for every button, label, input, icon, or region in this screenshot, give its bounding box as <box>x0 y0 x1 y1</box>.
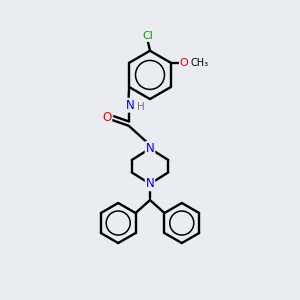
Text: N: N <box>146 177 154 190</box>
Text: N: N <box>146 142 154 155</box>
Text: CH₃: CH₃ <box>190 58 208 68</box>
Text: H: H <box>137 102 145 112</box>
Text: N: N <box>126 99 135 112</box>
Text: O: O <box>102 110 111 124</box>
Text: Cl: Cl <box>142 31 153 41</box>
Text: O: O <box>180 58 188 68</box>
